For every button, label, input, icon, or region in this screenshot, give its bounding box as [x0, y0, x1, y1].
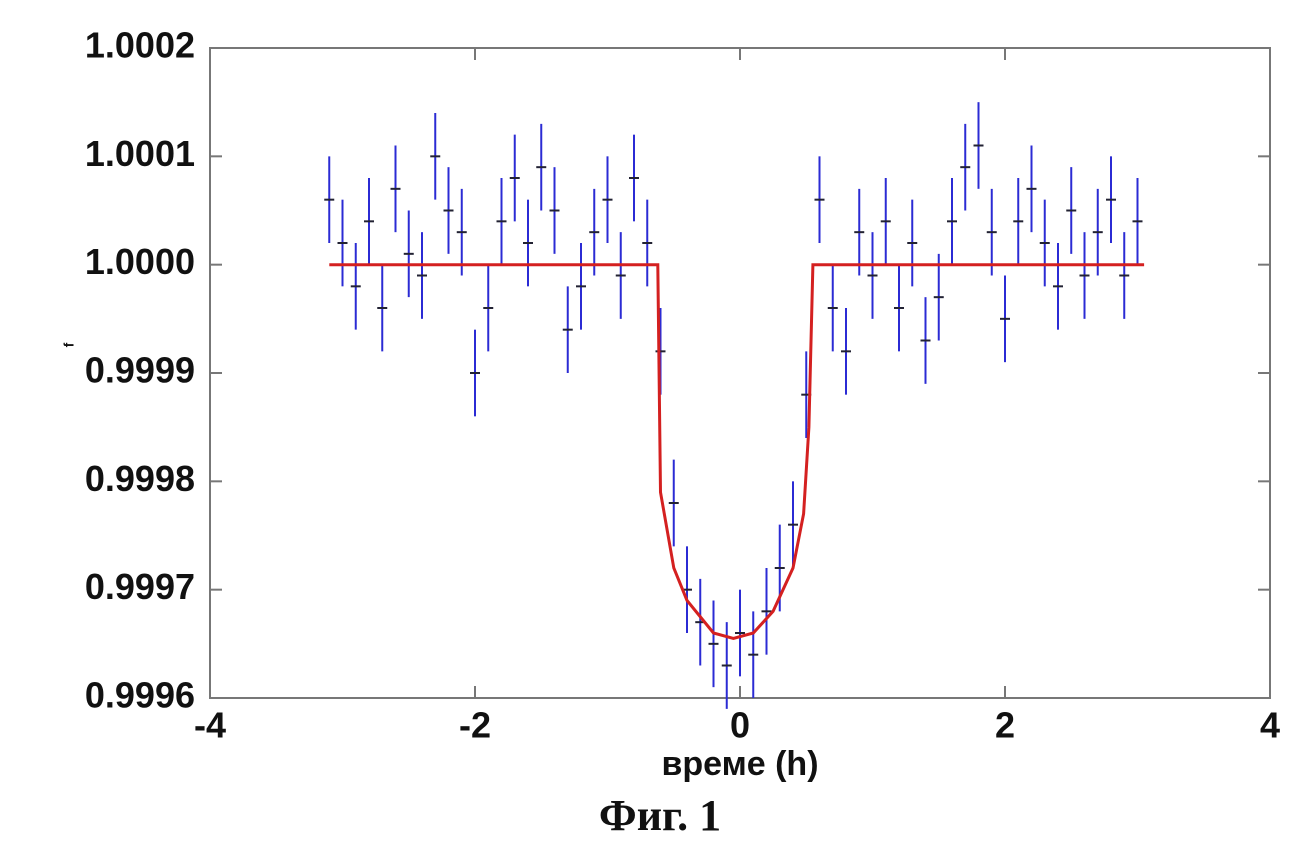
x-tick-label: -2 — [459, 705, 491, 746]
y-tick-label: 0.9996 — [85, 675, 195, 716]
y-tick-label: 1.0000 — [85, 241, 195, 282]
x-tick-label: 0 — [730, 705, 750, 746]
x-tick-label: 2 — [995, 705, 1015, 746]
x-tick-label: 4 — [1260, 705, 1280, 746]
y-tick-label: 0.9997 — [85, 566, 195, 607]
model-line — [329, 263, 1145, 640]
caption: Фиг. 1 — [599, 791, 721, 840]
y-axis-label: f — [61, 342, 77, 347]
y-tick-label: 1.0001 — [85, 133, 195, 174]
y-tick-label: 0.9999 — [85, 350, 195, 391]
x-tick-label: -4 — [194, 705, 226, 746]
y-tick-label: 1.0002 — [85, 25, 195, 66]
x-axis-label: време (h) — [661, 745, 818, 783]
y-tick-label: 0.9998 — [85, 458, 195, 499]
